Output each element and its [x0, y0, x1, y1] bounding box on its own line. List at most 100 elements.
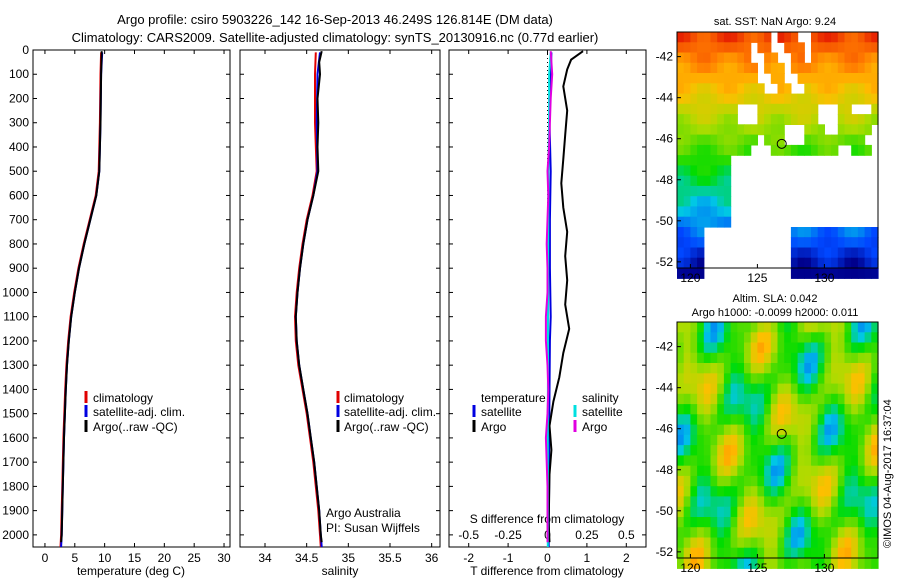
map-cell	[710, 185, 718, 197]
map-cell	[737, 537, 745, 549]
map-cell	[697, 465, 705, 477]
x-tick-label: 25	[188, 551, 202, 565]
map-cell	[790, 363, 799, 374]
map-cell	[683, 237, 691, 249]
map-cell	[871, 404, 879, 415]
y-tick-label: 0	[22, 43, 29, 57]
map-cell	[777, 527, 785, 539]
map-cell	[710, 322, 718, 333]
sst-map-title: sat. SST: NaN Argo: 9.24	[714, 16, 836, 28]
map-cell	[790, 103, 799, 115]
map-cell	[804, 537, 812, 549]
map-cell	[790, 393, 799, 405]
map-cell	[744, 455, 752, 467]
map-cell	[790, 42, 799, 54]
map-cell	[677, 93, 685, 105]
map-cell	[683, 558, 691, 569]
map-cell	[864, 352, 872, 364]
map-cell	[697, 486, 705, 498]
map-cell	[683, 445, 691, 456]
map-cell	[710, 527, 718, 539]
map-cell	[871, 103, 879, 115]
map-cell	[717, 32, 725, 43]
map-cell	[737, 424, 745, 436]
map-cell	[703, 414, 712, 426]
map-cell	[690, 527, 698, 539]
map-cell	[871, 332, 879, 344]
map-cell	[871, 257, 879, 269]
map-cell	[831, 404, 839, 415]
map-cell	[837, 414, 846, 426]
map-cell	[677, 206, 685, 218]
map-cell	[710, 52, 718, 64]
map-cell	[677, 558, 685, 569]
map-x-tick-label: 120	[680, 271, 700, 285]
difference-xlabel: T difference from climatology	[470, 564, 624, 578]
map-cell	[784, 465, 792, 477]
map-cell	[804, 383, 812, 395]
map-cell	[723, 322, 732, 333]
map-cell	[764, 506, 772, 518]
map-cell	[764, 517, 772, 528]
map-cell	[770, 124, 779, 136]
map-cell	[764, 134, 772, 146]
map-cell	[690, 558, 698, 569]
map-cell	[797, 322, 805, 333]
map-cell	[737, 52, 745, 64]
map-cell	[837, 342, 846, 354]
map-cell	[723, 32, 732, 43]
map-cell	[744, 424, 752, 436]
map-cell	[831, 237, 839, 249]
map-cell	[790, 52, 799, 64]
map-cell	[717, 486, 725, 498]
map-cell	[703, 558, 712, 569]
map-cell	[797, 547, 805, 559]
map-cell	[790, 465, 799, 477]
map-cell	[677, 506, 685, 518]
map-cell	[770, 445, 779, 456]
map-cell	[797, 414, 805, 426]
map-cell	[851, 342, 859, 354]
map-cell	[744, 414, 752, 426]
map-cell	[703, 547, 712, 559]
map-cell	[864, 73, 872, 84]
map-cell	[730, 558, 738, 569]
map-cell	[677, 455, 685, 467]
map-cell	[857, 475, 866, 487]
map-cell	[811, 547, 819, 559]
map-cell	[677, 134, 685, 146]
map-cell	[677, 383, 685, 395]
map-cell	[844, 103, 852, 115]
map-y-tick-label: -46	[656, 132, 674, 146]
map-cell	[871, 83, 879, 95]
map-cell	[750, 124, 758, 136]
map-cell	[831, 93, 839, 105]
map-cell	[837, 363, 846, 374]
map-cell	[851, 124, 859, 136]
map-cell	[871, 322, 879, 333]
map-cell	[757, 506, 765, 518]
map-cell	[757, 424, 765, 436]
y-tick-label: 1500	[2, 407, 29, 421]
map-cell	[683, 373, 691, 385]
map-cell	[811, 227, 819, 238]
map-cell	[710, 124, 718, 136]
legend-argo-label: Argo(..raw -QC)	[93, 420, 178, 434]
map-cell	[824, 268, 832, 279]
map-cell	[837, 383, 846, 395]
map-cell	[831, 558, 839, 569]
map-cell	[764, 32, 772, 43]
map-cell	[683, 547, 691, 559]
map-cell	[677, 144, 685, 156]
map-cell	[844, 93, 852, 105]
map-cell	[677, 445, 685, 456]
y-tick-label: 800	[9, 237, 29, 251]
map-cell	[797, 237, 805, 249]
map-cell	[764, 332, 772, 344]
map-cell	[857, 32, 866, 43]
map-cell	[677, 537, 685, 549]
map-cell	[717, 465, 725, 477]
map-cell	[831, 83, 839, 95]
map-cell	[683, 322, 691, 333]
map-cell	[757, 42, 765, 54]
